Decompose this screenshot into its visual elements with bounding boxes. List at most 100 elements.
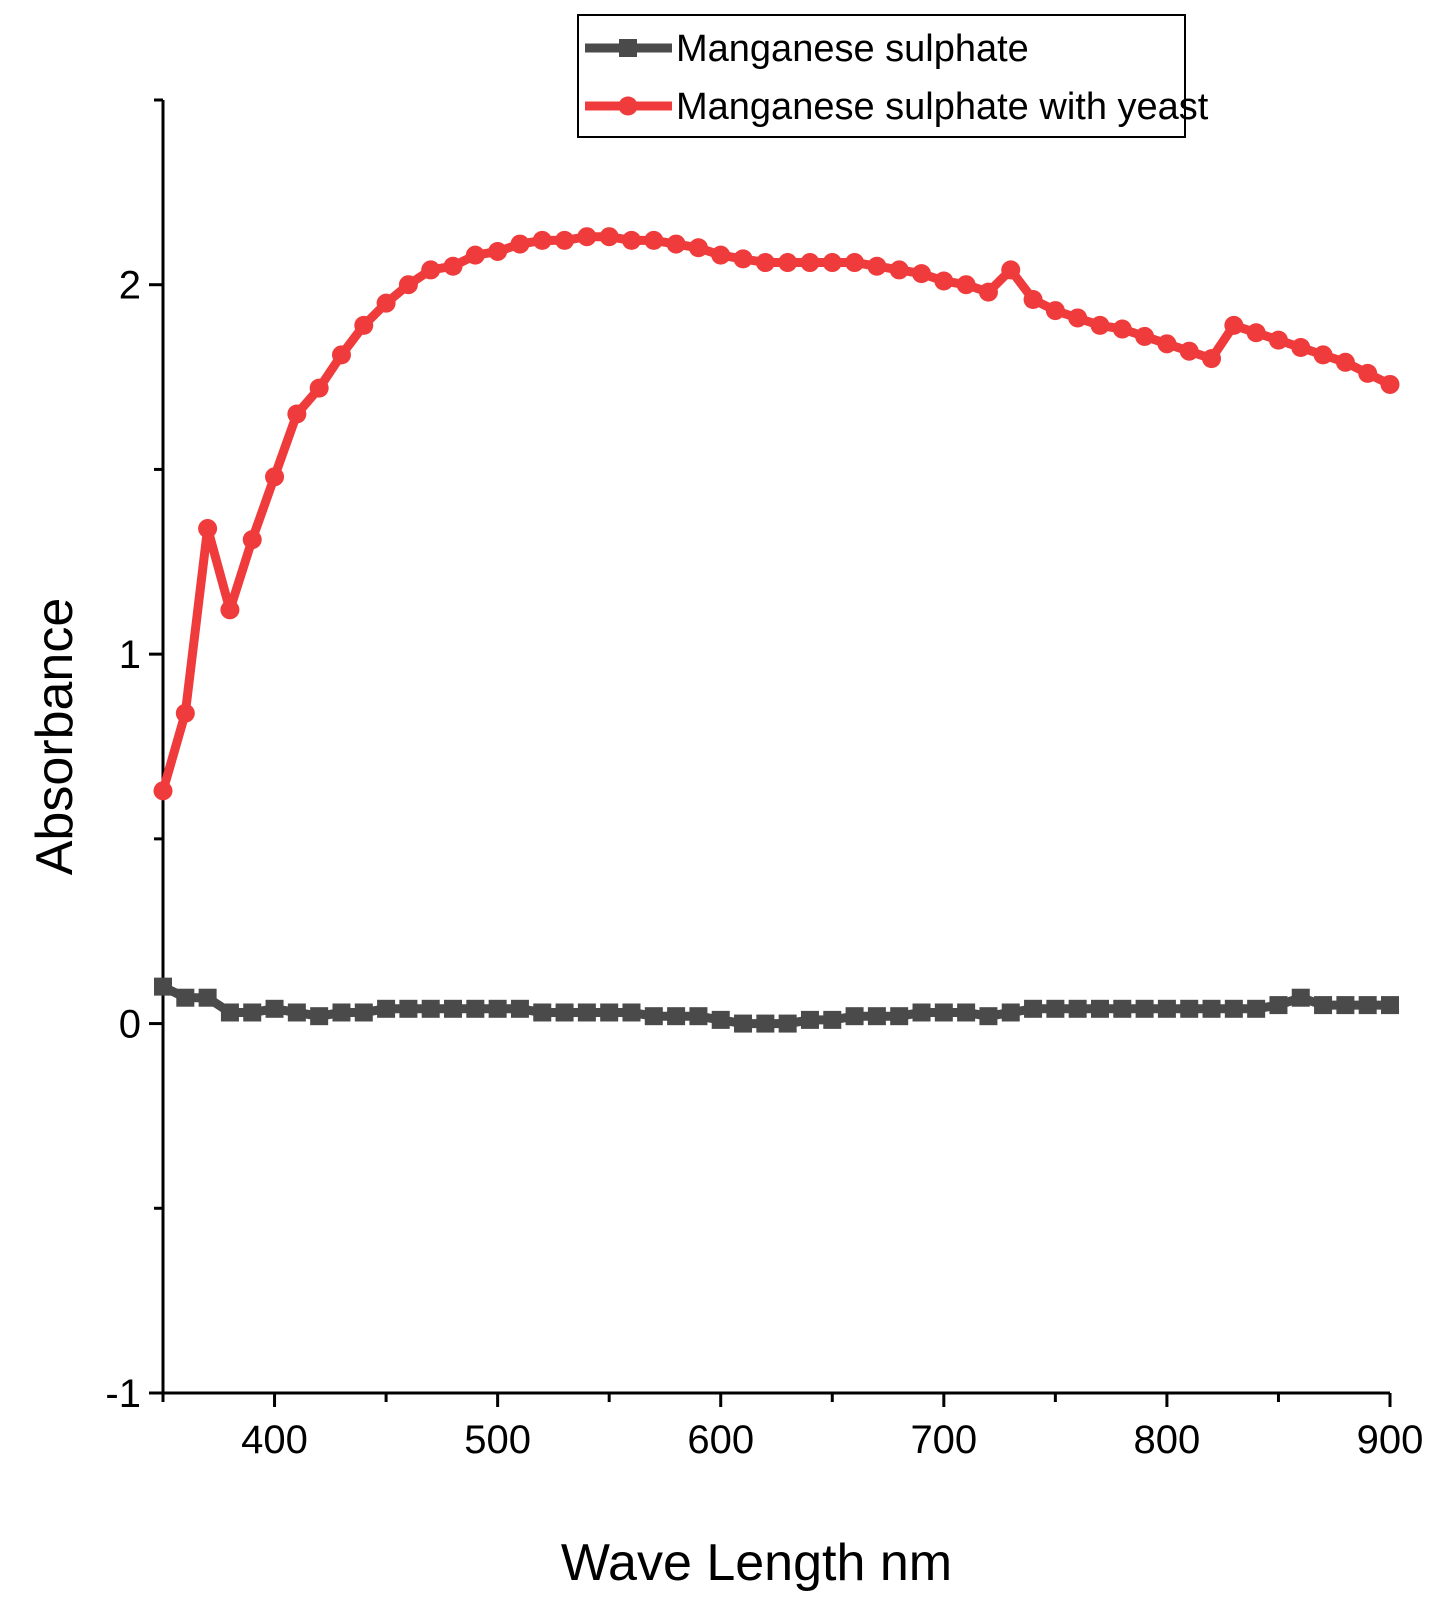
data-point: [532, 230, 552, 250]
data-point: [912, 264, 932, 284]
data-point: [287, 404, 307, 424]
data-point: [1157, 999, 1176, 1018]
data-point: [533, 1003, 552, 1022]
data-point: [1135, 326, 1155, 346]
data-point: [778, 1014, 797, 1033]
data-point: [1291, 338, 1311, 358]
data-point: [957, 1003, 976, 1022]
data-point: [1202, 999, 1221, 1018]
data-point: [399, 999, 418, 1018]
data-point: [1269, 996, 1288, 1015]
data-point: [889, 260, 909, 280]
legend-items: Manganese sulphate Manganese sulphate wit…: [585, 28, 1209, 128]
data-point: [956, 275, 976, 295]
data-point: [1135, 999, 1154, 1018]
data-point: [1246, 323, 1266, 343]
data-point: [822, 253, 842, 273]
data-point: [465, 245, 485, 265]
legend-item: Manganese sulphate with yeast: [585, 86, 1209, 128]
data-point: [667, 1007, 686, 1026]
legend-marker: [618, 96, 638, 116]
x-tick-label: 400: [241, 1418, 308, 1462]
data-point: [1358, 363, 1378, 383]
data-point: [890, 1007, 909, 1026]
data-point: [198, 519, 218, 539]
data-point: [1179, 341, 1199, 361]
data-point: [1113, 999, 1132, 1018]
data-point: [600, 1003, 619, 1022]
x-ticks: 400 500 600 700 800 900: [161, 1393, 1424, 1462]
data-point: [555, 1003, 574, 1022]
data-point: [198, 988, 217, 1007]
data-point: [354, 1003, 373, 1022]
data-point: [979, 1007, 998, 1026]
data-point: [755, 253, 775, 273]
data-point: [175, 703, 195, 723]
data-point: [176, 988, 195, 1007]
y-tick-label: 2: [119, 264, 141, 308]
y-tick-label: 0: [119, 1003, 141, 1047]
data-point: [220, 1003, 239, 1022]
legend-label: Manganese sulphate: [676, 28, 1029, 70]
data-point: [711, 245, 731, 265]
data-point: [376, 293, 396, 313]
data-point: [398, 275, 418, 295]
x-axis-title: Wave Length nm: [561, 1534, 952, 1592]
legend-label: Manganese sulphate with yeast: [676, 86, 1209, 128]
data-point: [1335, 352, 1355, 372]
data-point: [599, 227, 619, 247]
data-point: [978, 282, 998, 302]
data-point: [443, 256, 463, 276]
data-point: [310, 1007, 329, 1026]
data-point: [1224, 315, 1244, 335]
data-point: [153, 781, 173, 801]
data-point: [1291, 988, 1310, 1007]
data-point: [867, 1007, 886, 1026]
data-point: [1157, 334, 1177, 354]
data-point: [1112, 319, 1132, 339]
data-point: [1001, 1003, 1020, 1022]
y-tick-label: -1: [105, 1372, 141, 1416]
data-point: [421, 999, 440, 1018]
data-point: [1090, 315, 1110, 335]
data-point: [867, 256, 887, 276]
data-point: [466, 999, 485, 1018]
data-point: [644, 230, 664, 250]
data-point: [1224, 999, 1243, 1018]
data-point: [332, 1003, 351, 1022]
data-point: [421, 260, 441, 280]
legend-marker: [619, 39, 637, 57]
data-point: [265, 467, 285, 487]
data-point: [688, 238, 708, 258]
x-tick-label: 600: [687, 1418, 754, 1462]
data-point: [1314, 996, 1333, 1015]
data-point: [622, 1003, 641, 1022]
data-point: [331, 345, 351, 365]
data-point: [220, 600, 240, 620]
data-point: [1268, 330, 1288, 350]
axes: 400 500 600 700 800 900 -1 0 1 2: [105, 98, 1424, 1462]
data-point: [242, 530, 262, 550]
data-point: [577, 227, 597, 247]
data-point: [711, 1010, 730, 1029]
data-point: [577, 1003, 596, 1022]
data-point: [488, 999, 507, 1018]
legend: Manganese sulphate Manganese sulphate wit…: [577, 14, 1209, 138]
data-point: [1001, 260, 1021, 280]
data-point: [778, 253, 798, 273]
data-point: [1313, 345, 1333, 365]
legend-box: [577, 14, 1186, 138]
legend-item: Manganese sulphate: [585, 28, 1029, 70]
x-tick-label: 900: [1357, 1418, 1424, 1462]
data-point: [354, 315, 374, 335]
data-point: [621, 230, 641, 250]
data-point: [1180, 999, 1199, 1018]
data-point: [287, 1003, 306, 1022]
data-point: [510, 234, 530, 254]
data-point: [1358, 996, 1377, 1015]
data-point: [1023, 289, 1043, 309]
data-point: [309, 378, 329, 398]
x-tick-label: 800: [1134, 1418, 1201, 1462]
data-point: [1045, 301, 1065, 321]
